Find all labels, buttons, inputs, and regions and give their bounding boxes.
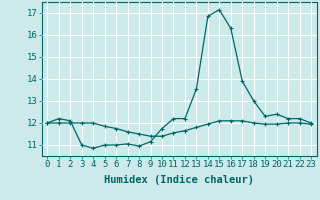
X-axis label: Humidex (Indice chaleur): Humidex (Indice chaleur)	[104, 175, 254, 185]
